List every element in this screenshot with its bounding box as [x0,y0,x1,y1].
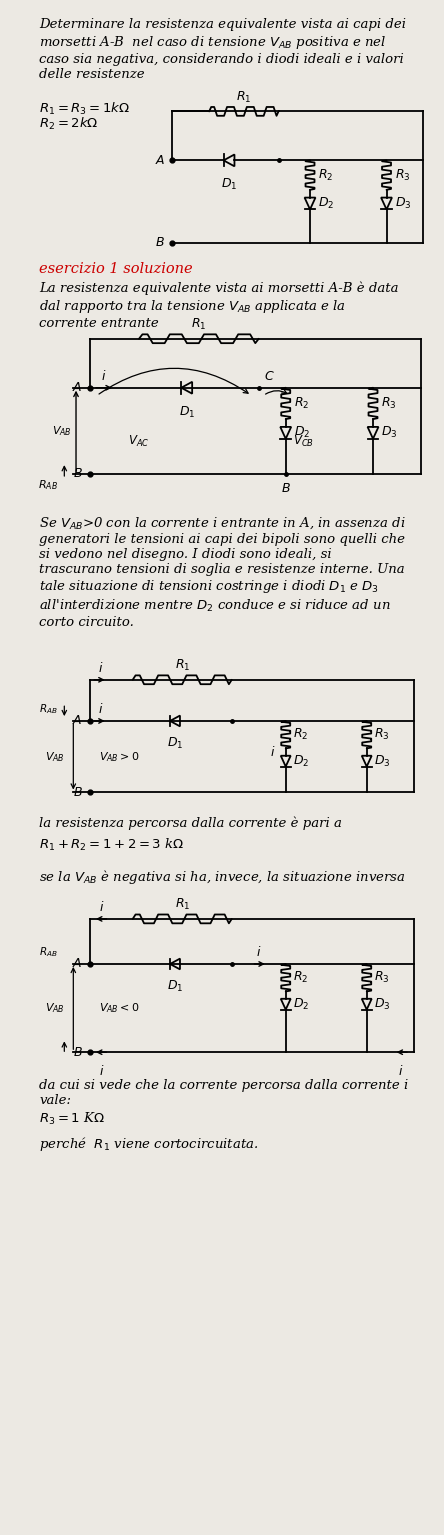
Text: $R_2$: $R_2$ [318,167,333,183]
Text: $R_1$: $R_1$ [174,659,190,672]
Text: $A$: $A$ [72,958,82,970]
Text: perché  $R_1$ viene cortocircuitata.: perché $R_1$ viene cortocircuitata. [39,1136,258,1153]
Text: $R_3$: $R_3$ [395,167,410,183]
Text: $R_1$: $R_1$ [174,896,190,912]
Text: $i$: $i$ [99,1064,105,1078]
Text: La resistenza equivalente vista ai morsetti A-B è data
dal rapporto tra la tensi: La resistenza equivalente vista ai morse… [39,282,399,330]
Text: Se $V_{AB}$>0 con la corrente i entrante in A, in assenza di
generatori le tensi: Se $V_{AB}$>0 con la corrente i entrante… [39,516,406,628]
Text: $i$: $i$ [398,1064,404,1078]
Text: $R_1$: $R_1$ [191,316,206,332]
Text: $V_{AB}$: $V_{AB}$ [44,749,64,763]
Text: $V_{AB}<0$: $V_{AB}<0$ [99,1001,139,1015]
Text: $R_2$: $R_2$ [293,970,308,985]
Text: $V_{AB}$: $V_{AB}$ [52,424,71,437]
Text: $A$: $A$ [72,381,82,394]
Text: $D_1$: $D_1$ [167,735,183,751]
Text: $A$: $A$ [155,154,165,167]
Text: $B$: $B$ [281,482,291,494]
Text: $D_3$: $D_3$ [374,996,390,1012]
Text: $i$: $i$ [99,900,105,913]
Text: $R_1$: $R_1$ [236,89,252,104]
Text: $B$: $B$ [72,1045,82,1059]
Text: $C$: $C$ [264,370,275,382]
Text: $i$: $i$ [270,744,275,758]
Text: $B$: $B$ [155,236,165,249]
Text: $D_1$: $D_1$ [221,177,237,192]
Text: $D_3$: $D_3$ [374,754,390,769]
Text: $i$: $i$ [98,662,103,675]
Text: $D_2$: $D_2$ [318,196,334,210]
Text: $R_{AB}$: $R_{AB}$ [40,701,58,715]
Text: $R_1 + R_2 = 1 + 2 = 3$ k$\Omega$: $R_1 + R_2 = 1 + 2 = 3$ k$\Omega$ [39,837,184,852]
Text: $i$: $i$ [101,368,107,382]
Text: $B$: $B$ [72,786,82,800]
Text: se la $V_{AB}$ è negativa si ha, invece, la situazione inversa: se la $V_{AB}$ è negativa si ha, invece,… [39,867,406,886]
Text: $V_{AC}$: $V_{AC}$ [128,434,150,450]
Text: la resistenza percorsa dalla corrente è pari a: la resistenza percorsa dalla corrente è … [39,817,342,830]
Text: $i$: $i$ [256,946,262,959]
Text: $R_{AB}$: $R_{AB}$ [40,946,58,959]
Text: $D_2$: $D_2$ [294,425,310,441]
Text: esercizio 1 soluzione: esercizio 1 soluzione [39,262,193,276]
Text: $B$: $B$ [72,468,82,480]
Text: $D_3$: $D_3$ [381,425,398,441]
Text: $D_2$: $D_2$ [293,996,309,1012]
Text: $R_2$: $R_2$ [293,728,308,743]
Text: $R_3$: $R_3$ [374,728,389,743]
Text: $A$: $A$ [72,714,82,728]
Text: $D_3$: $D_3$ [395,196,411,210]
Text: $i$: $i$ [98,701,103,715]
Text: Determinare la resistenza equivalente vista ai capi dei
morsetti A-B  nel caso d: Determinare la resistenza equivalente vi… [39,18,406,81]
Text: $R_{AB}$: $R_{AB}$ [38,477,58,491]
Text: $D_1$: $D_1$ [167,979,183,993]
Text: $R_3 = 1$ K$\Omega$: $R_3 = 1$ K$\Omega$ [39,1111,105,1127]
Text: $R_2=2k\Omega$: $R_2=2k\Omega$ [39,117,99,132]
Text: $V_{AB}>0$: $V_{AB}>0$ [99,749,139,763]
Text: $D_2$: $D_2$ [293,754,309,769]
Text: $V_{AB}$: $V_{AB}$ [44,1001,64,1015]
Text: $D_1$: $D_1$ [178,404,195,419]
Text: $R_3$: $R_3$ [381,396,396,411]
Text: $R_1=R_3=1k\Omega$: $R_1=R_3=1k\Omega$ [39,101,130,117]
Text: $R_2$: $R_2$ [294,396,309,411]
Text: $V_{CB}$: $V_{CB}$ [293,434,314,450]
Text: $R_3$: $R_3$ [374,970,389,985]
Text: da cui si vede che la corrente percorsa dalla corrente i
vale:: da cui si vede che la corrente percorsa … [39,1079,408,1107]
